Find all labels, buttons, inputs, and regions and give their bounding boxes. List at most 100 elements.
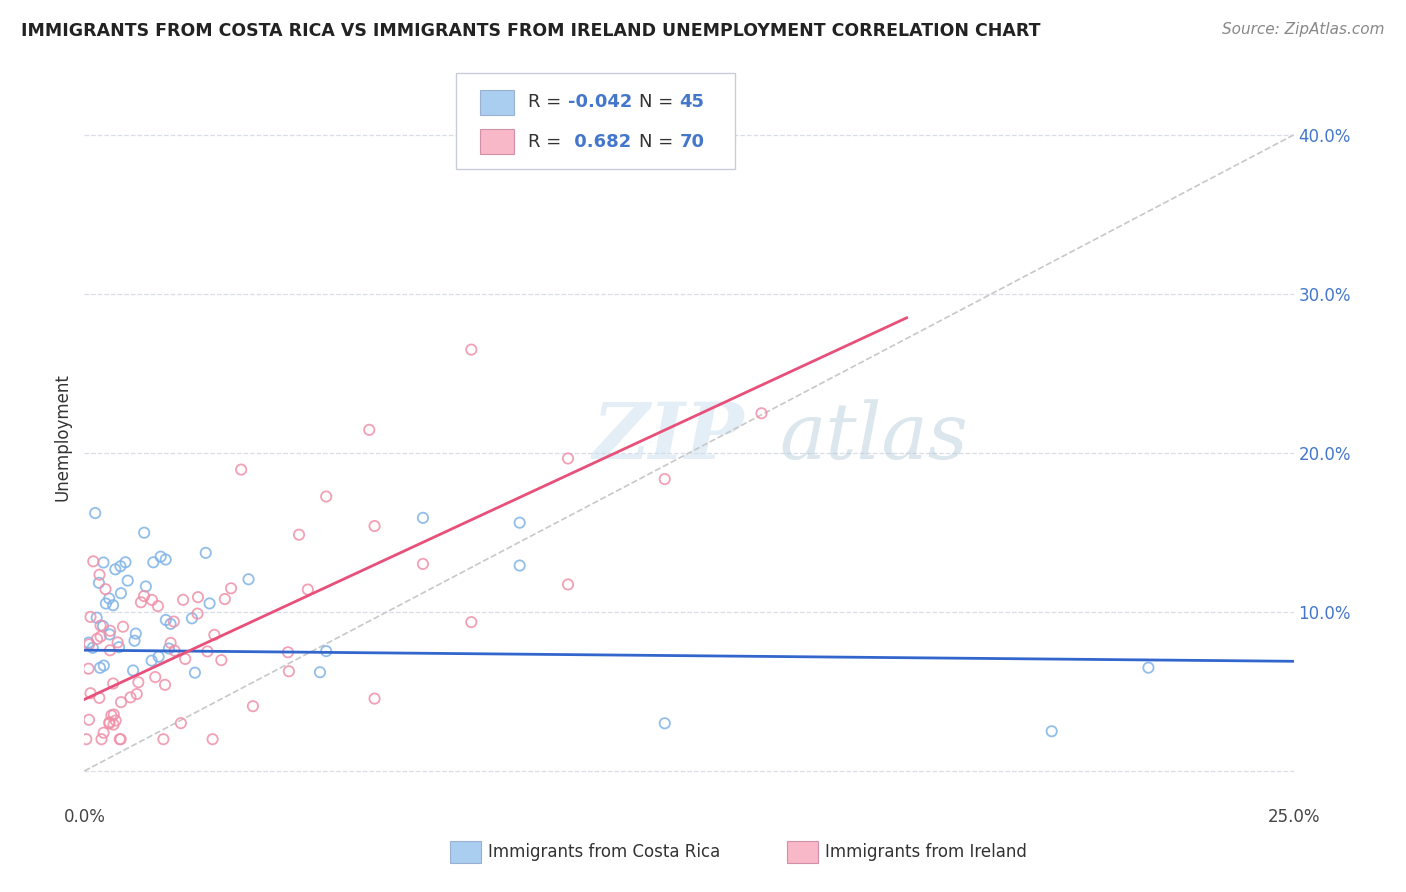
Point [153, 678, 176, 692]
Point [98, 716, 121, 731]
Point [110, 586, 132, 600]
Point [460, 343, 482, 357]
Text: -0.042: -0.042 [568, 94, 633, 112]
Point [90, 732, 112, 747]
Point [127, 675, 149, 690]
Text: 45: 45 [679, 94, 704, 112]
Point [98, 591, 121, 606]
Point [90, 618, 112, 632]
Point [172, 592, 194, 607]
Point [82, 554, 104, 568]
Point [1040, 724, 1063, 739]
Point [134, 525, 156, 540]
Point [103, 707, 125, 722]
Point [98, 624, 121, 638]
Point [184, 665, 207, 680]
Point [77, 713, 100, 727]
Point [82, 640, 104, 655]
Point [315, 490, 337, 504]
Point [125, 626, 148, 640]
Point [110, 695, 132, 709]
Point [1137, 660, 1160, 674]
Point [79, 686, 101, 700]
Point [202, 628, 225, 642]
Point [75, 732, 97, 747]
Point [238, 572, 260, 586]
Point [187, 590, 209, 604]
Point [79, 610, 101, 624]
Point [103, 717, 125, 731]
Point [114, 555, 136, 569]
Point [135, 579, 157, 593]
Point [132, 589, 155, 603]
Y-axis label: Unemployment: Unemployment [53, 373, 72, 501]
Point [104, 714, 127, 728]
Point [155, 552, 177, 566]
Point [198, 596, 221, 610]
Point [94, 597, 117, 611]
Point [412, 557, 434, 571]
Point [110, 559, 132, 574]
Point [277, 665, 299, 679]
Point [87, 575, 110, 590]
Point [231, 462, 253, 476]
Point [363, 691, 385, 706]
Point [277, 645, 299, 659]
Point [751, 406, 773, 420]
Point [209, 653, 232, 667]
Text: 70: 70 [679, 133, 704, 151]
Point [315, 644, 337, 658]
Point [194, 546, 217, 560]
Point [107, 635, 129, 649]
Point [242, 699, 264, 714]
Point [108, 640, 131, 655]
Point [94, 582, 117, 596]
Text: IMMIGRANTS FROM COSTA RICA VS IMMIGRANTS FROM IRELAND UNEMPLOYMENT CORRELATION C: IMMIGRANTS FROM COSTA RICA VS IMMIGRANTS… [21, 22, 1040, 40]
Point [654, 716, 676, 731]
Point [129, 595, 152, 609]
Point [557, 577, 579, 591]
Point [77, 637, 100, 651]
Point [86, 632, 108, 646]
Point [149, 549, 172, 564]
Point [201, 732, 224, 747]
Text: R =: R = [529, 94, 567, 112]
Point [98, 643, 121, 657]
Point [181, 611, 204, 625]
Point [359, 423, 381, 437]
Point [214, 592, 236, 607]
Point [159, 636, 181, 650]
Point [77, 635, 100, 649]
Point [108, 732, 131, 747]
Point [141, 593, 163, 607]
Text: 0.682: 0.682 [568, 133, 631, 151]
Point [509, 516, 531, 530]
Point [124, 633, 146, 648]
Point [186, 607, 208, 621]
Point [170, 716, 193, 731]
Point [90, 630, 112, 644]
Point [100, 708, 122, 723]
Point [174, 652, 197, 666]
Point [157, 641, 180, 656]
Point [110, 732, 132, 747]
Text: atlas: atlas [780, 399, 969, 475]
Point [98, 715, 121, 730]
Point [288, 527, 311, 541]
Point [163, 643, 186, 657]
Point [654, 472, 676, 486]
Point [98, 627, 121, 641]
Point [84, 506, 107, 520]
Point [163, 615, 186, 629]
Point [197, 644, 219, 658]
Point [93, 556, 115, 570]
Text: N =: N = [640, 94, 679, 112]
Point [93, 725, 115, 739]
Point [557, 451, 579, 466]
Point [159, 616, 181, 631]
Text: R =: R = [529, 133, 567, 151]
Point [111, 620, 134, 634]
Text: N =: N = [640, 133, 679, 151]
Point [101, 599, 124, 613]
Point [86, 610, 108, 624]
